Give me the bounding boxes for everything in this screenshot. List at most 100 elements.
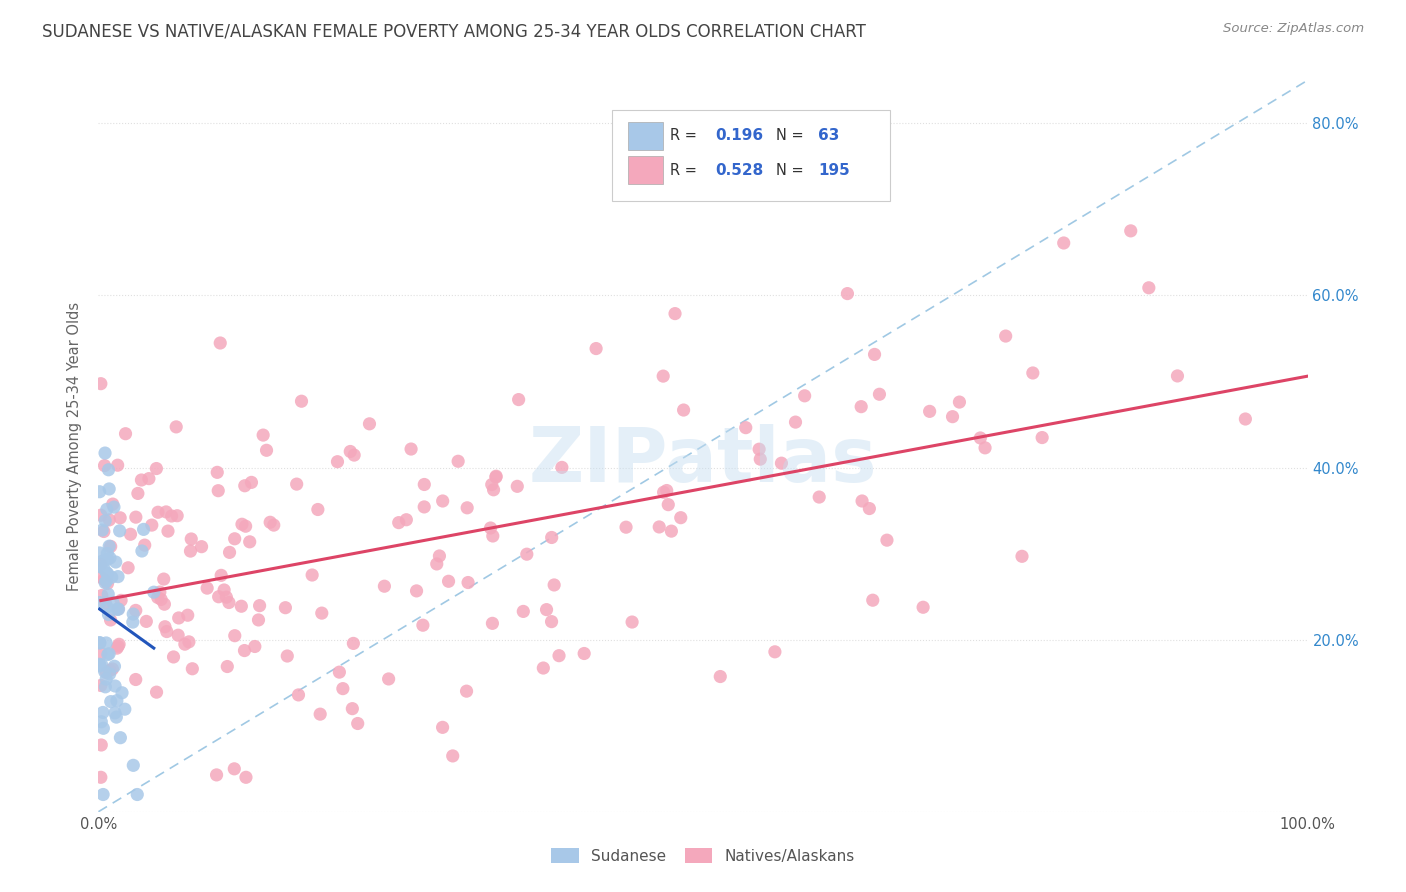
Point xyxy=(481,477,503,491)
Point xyxy=(104,679,127,693)
Text: 0.528: 0.528 xyxy=(716,162,763,178)
Point xyxy=(125,673,148,687)
Point xyxy=(146,591,169,605)
Point xyxy=(432,720,454,734)
Point xyxy=(218,545,240,559)
Point xyxy=(181,662,204,676)
Point xyxy=(837,286,859,301)
Point xyxy=(146,505,169,519)
Point xyxy=(97,566,120,581)
Point xyxy=(98,551,121,566)
Point xyxy=(395,513,418,527)
Point xyxy=(311,606,333,620)
Point xyxy=(239,534,262,549)
Point xyxy=(457,575,479,590)
Point xyxy=(548,648,571,663)
Point xyxy=(506,479,529,493)
Point xyxy=(224,762,246,776)
Point xyxy=(1011,549,1033,564)
Point xyxy=(96,574,118,588)
Point xyxy=(91,788,114,802)
Point xyxy=(512,604,534,618)
Point xyxy=(134,538,156,552)
Point xyxy=(97,463,120,477)
Point xyxy=(90,738,112,752)
Point xyxy=(180,532,202,546)
Point xyxy=(479,521,502,535)
Point xyxy=(543,578,565,592)
FancyBboxPatch shape xyxy=(613,110,890,201)
Text: 195: 195 xyxy=(818,162,849,178)
Point xyxy=(98,513,121,527)
Point xyxy=(114,702,136,716)
Point xyxy=(672,403,695,417)
Point xyxy=(96,546,118,560)
Point xyxy=(177,635,200,649)
Point xyxy=(482,529,505,543)
Point xyxy=(326,455,349,469)
Point xyxy=(167,628,190,642)
Point xyxy=(90,558,112,572)
Point xyxy=(93,458,115,473)
Point xyxy=(851,494,873,508)
Point xyxy=(90,589,112,603)
Point xyxy=(107,458,129,473)
Point xyxy=(655,483,678,498)
Point xyxy=(508,392,530,407)
Point xyxy=(89,636,111,650)
Point xyxy=(101,596,124,610)
Point xyxy=(585,342,607,356)
Point xyxy=(343,448,366,462)
Point xyxy=(664,307,686,321)
Point xyxy=(974,441,997,455)
Point xyxy=(785,415,807,429)
Point xyxy=(93,721,115,735)
Point xyxy=(287,688,309,702)
Point xyxy=(132,522,155,536)
Point xyxy=(531,661,554,675)
Point xyxy=(117,561,139,575)
Text: R =: R = xyxy=(671,162,697,178)
Point xyxy=(657,498,679,512)
Point xyxy=(107,602,129,616)
Point xyxy=(110,593,132,607)
Point xyxy=(97,587,120,601)
Point xyxy=(405,583,427,598)
Point xyxy=(941,409,963,424)
Point xyxy=(481,616,503,631)
Point xyxy=(540,531,562,545)
Point xyxy=(94,636,117,650)
Point xyxy=(858,501,880,516)
FancyBboxPatch shape xyxy=(628,122,664,150)
Point xyxy=(89,595,111,609)
Point xyxy=(749,452,772,467)
Point xyxy=(912,600,935,615)
Text: N =: N = xyxy=(776,128,803,143)
Point xyxy=(195,581,218,595)
Point xyxy=(96,576,118,591)
Point xyxy=(231,517,253,532)
Point xyxy=(233,643,256,657)
Point xyxy=(240,475,263,490)
Point xyxy=(969,431,991,445)
Point xyxy=(93,524,115,539)
Point xyxy=(224,532,246,546)
Text: Source: ZipAtlas.com: Source: ZipAtlas.com xyxy=(1223,22,1364,36)
FancyBboxPatch shape xyxy=(628,156,664,184)
Point xyxy=(1137,281,1160,295)
Point xyxy=(328,665,350,680)
Point xyxy=(93,573,115,587)
Point xyxy=(208,590,231,604)
Point xyxy=(96,566,118,580)
Point xyxy=(90,714,112,729)
Point xyxy=(89,559,111,574)
Point xyxy=(93,665,115,679)
Point xyxy=(876,533,898,548)
Point xyxy=(652,485,675,500)
Point xyxy=(252,428,274,442)
Point xyxy=(482,483,505,497)
Point xyxy=(572,647,595,661)
Point xyxy=(127,486,149,500)
Point xyxy=(862,593,884,607)
Point xyxy=(233,479,256,493)
